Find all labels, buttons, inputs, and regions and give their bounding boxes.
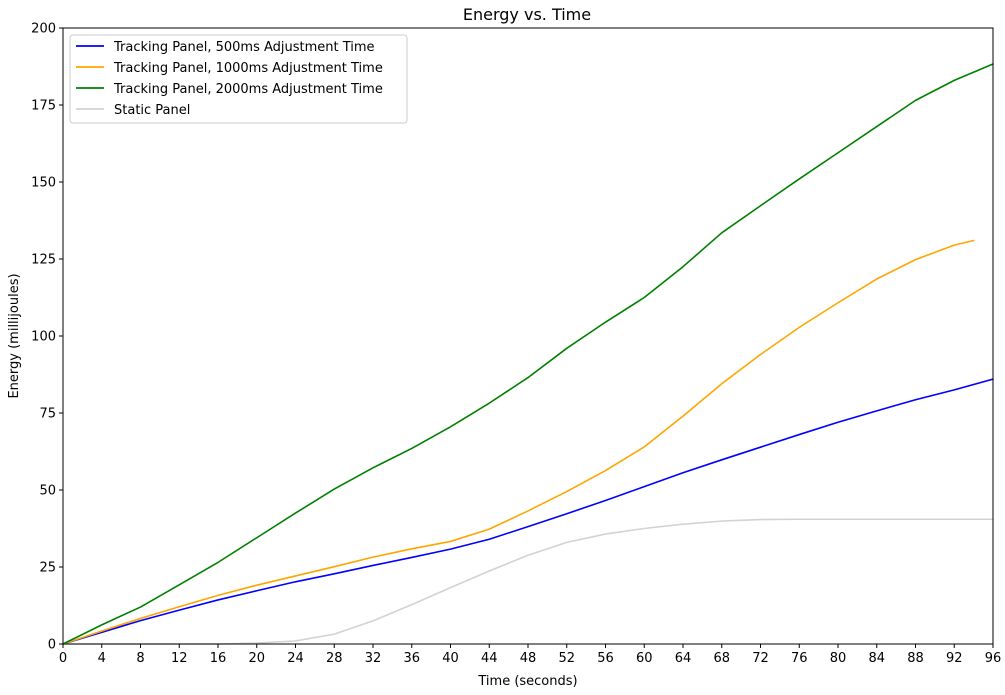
y-tick-label: 200	[31, 22, 56, 37]
series-line-1	[62, 378, 994, 645]
x-tick-label: 88	[907, 651, 924, 666]
series-line-3	[62, 63, 994, 645]
legend-label: Static Panel	[114, 103, 190, 118]
series-line-2	[62, 239, 975, 645]
x-tick-label: 16	[210, 651, 227, 666]
y-tick-label: 25	[39, 561, 56, 576]
x-tick-label: 12	[171, 651, 188, 666]
x-tick-label: 84	[868, 651, 885, 666]
x-tick-label: 80	[830, 651, 847, 666]
legend-label: Tracking Panel, 2000ms Adjustment Time	[113, 82, 383, 97]
y-axis-ticks: 0 25 50 75 100 125 150 175 200	[31, 22, 63, 653]
legend-label: Tracking Panel, 1000ms Adjustment Time	[113, 61, 383, 76]
x-tick-label: 72	[752, 651, 769, 666]
legend-box	[69, 34, 408, 124]
plot-frame	[63, 28, 993, 644]
x-tick-label: 24	[287, 651, 304, 666]
y-tick-label: 50	[39, 484, 56, 499]
x-tick-label: 40	[442, 651, 459, 666]
x-tick-label: 0	[59, 651, 67, 666]
y-tick-label: 0	[48, 638, 56, 653]
x-tick-label: 36	[403, 651, 420, 666]
x-tick-label: 92	[946, 651, 963, 666]
x-axis-title: Time (seconds)	[477, 674, 577, 689]
y-tick-label: 175	[31, 99, 56, 114]
x-tick-label: 56	[597, 651, 614, 666]
y-tick-label: 75	[39, 407, 56, 422]
y-tick-label: 100	[31, 330, 56, 345]
legend-label: Tracking Panel, 500ms Adjustment Time	[113, 40, 375, 55]
x-tick-label: 60	[636, 651, 653, 666]
x-tick-label: 68	[713, 651, 730, 666]
x-tick-label: 76	[791, 651, 808, 666]
y-tick-label: 150	[31, 176, 56, 191]
x-tick-label: 48	[520, 651, 537, 666]
x-tick-label: 28	[326, 651, 343, 666]
x-tick-label: 44	[481, 651, 498, 666]
x-tick-label: 52	[558, 651, 575, 666]
legend: Tracking Panel, 500ms Adjustment Time Tra…	[69, 34, 408, 124]
y-tick-label: 125	[31, 253, 56, 268]
x-tick-label: 96	[985, 651, 1002, 666]
x-axis-ticks: 0 4 8 12 16 20 24 28 32 36 40 44 48 52 56 60 64 68 72 76 80 8…	[59, 644, 1001, 666]
y-axis-title: Energy (millijoules)	[7, 273, 22, 398]
x-tick-label: 4	[98, 651, 106, 666]
legend-items: Tracking Panel, 500ms Adjustment Time Tra…	[76, 40, 383, 118]
x-tick-label: 20	[248, 651, 265, 666]
x-tick-label: 8	[136, 651, 144, 666]
plot-area	[62, 27, 994, 645]
x-tick-label: 32	[365, 651, 382, 666]
chart-title: Energy vs. Time	[463, 5, 591, 24]
x-tick-label: 64	[675, 651, 692, 666]
